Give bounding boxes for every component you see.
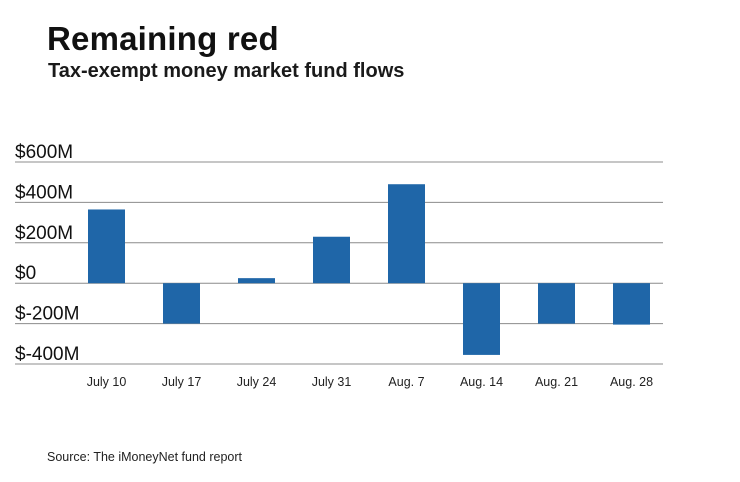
x-tick-label: Aug. 14 <box>460 375 503 389</box>
y-tick-label: $200M <box>15 223 73 244</box>
x-tick-label: July 10 <box>87 375 127 389</box>
chart-subtitle: Tax-exempt money market fund flows <box>48 60 405 82</box>
x-tick-label: Aug. 21 <box>535 375 578 389</box>
y-tick-label: $600M <box>15 142 73 163</box>
y-tick-label: $-400M <box>15 344 79 365</box>
bar <box>313 236 350 284</box>
bar <box>163 283 200 324</box>
x-tick-label: July 17 <box>162 375 202 389</box>
y-tick-label: $-200M <box>15 304 79 325</box>
x-tick-label: Aug. 28 <box>610 375 653 389</box>
bar <box>88 209 125 284</box>
y-tick-label: $0 <box>15 263 36 284</box>
x-tick-label: July 24 <box>237 375 277 389</box>
bar <box>613 283 650 325</box>
chart-title: Remaining red <box>47 20 279 57</box>
bar <box>238 278 275 284</box>
source-note: Source: The iMoneyNet fund report <box>47 450 243 464</box>
x-tick-label: Aug. 7 <box>388 375 424 389</box>
bar <box>388 184 425 284</box>
bar-chart: $600M $400M $200M $0 $-200M $-400M July 10 July… <box>15 142 663 389</box>
x-tick-label: July 31 <box>312 375 352 389</box>
y-tick-label: $400M <box>15 182 73 203</box>
bar <box>538 283 575 324</box>
bar <box>463 283 500 355</box>
